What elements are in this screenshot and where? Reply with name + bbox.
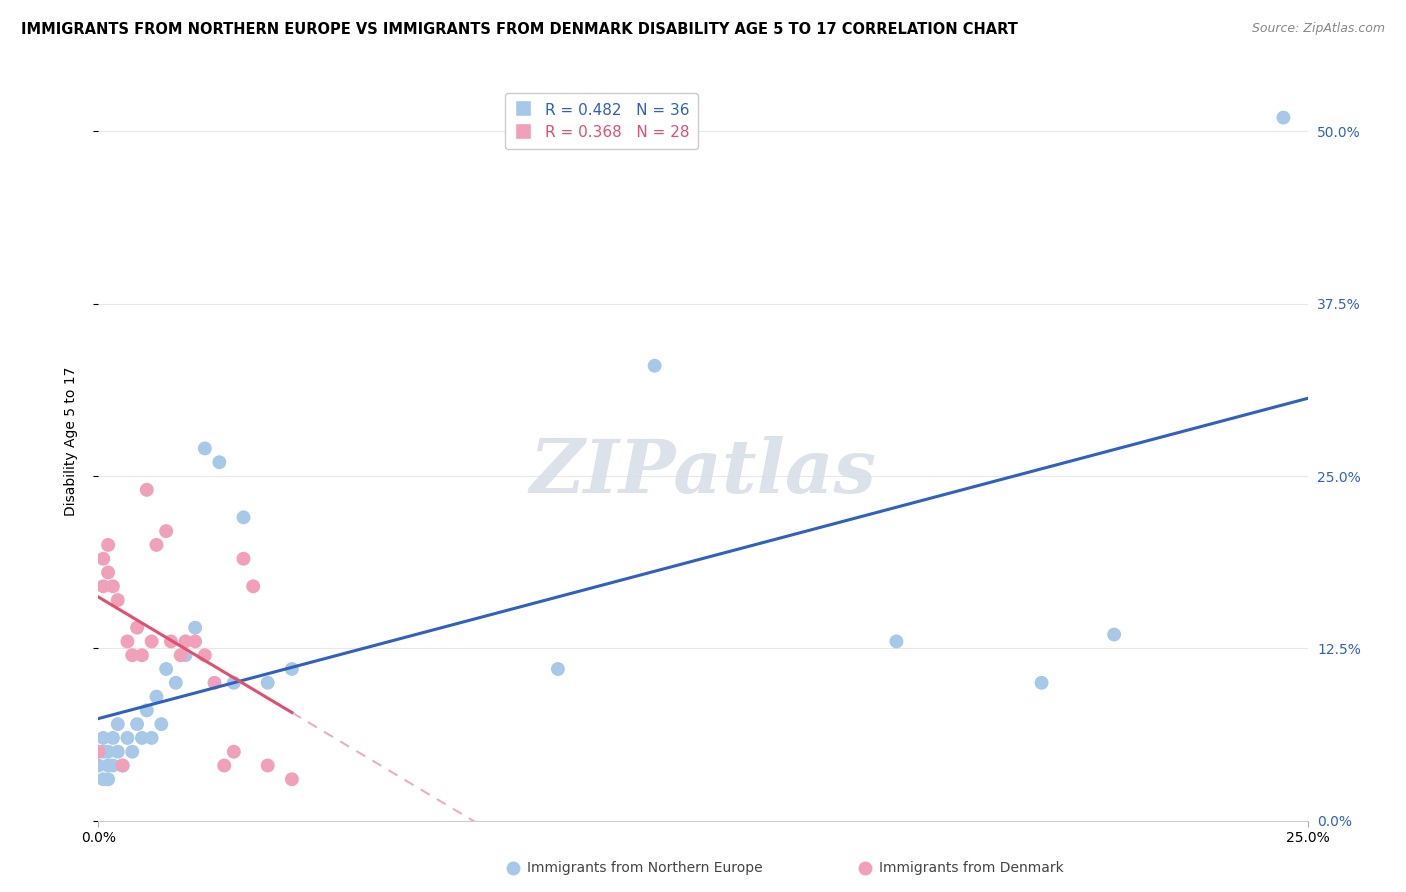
Point — [150, 717, 173, 731]
Point — [281, 772, 304, 787]
Point — [87, 758, 110, 772]
Text: Source: ZipAtlas.com: Source: ZipAtlas.com — [1251, 22, 1385, 36]
Point — [97, 758, 120, 772]
Point — [97, 538, 120, 552]
Point — [101, 579, 124, 593]
Point — [141, 731, 163, 745]
Point — [91, 731, 114, 745]
Point — [121, 648, 143, 663]
Point — [131, 648, 153, 663]
Point — [91, 579, 114, 593]
Point — [135, 703, 157, 717]
Point — [1102, 627, 1125, 641]
Point — [547, 662, 569, 676]
Point — [184, 634, 207, 648]
Point — [1272, 111, 1295, 125]
Point — [644, 359, 666, 373]
Point — [121, 745, 143, 759]
Text: Immigrants from Northern Europe: Immigrants from Northern Europe — [527, 861, 763, 875]
Y-axis label: Disability Age 5 to 17: Disability Age 5 to 17 — [63, 367, 77, 516]
Point — [242, 579, 264, 593]
Point — [886, 634, 908, 648]
Point — [222, 745, 245, 759]
Point — [91, 551, 114, 566]
Point — [145, 538, 167, 552]
Point — [141, 634, 163, 648]
Point — [97, 745, 120, 759]
Point — [127, 717, 149, 731]
Point — [1031, 675, 1053, 690]
Point — [91, 772, 114, 787]
Point — [194, 442, 217, 456]
Point — [107, 745, 129, 759]
Point — [97, 566, 120, 580]
Point — [111, 758, 134, 772]
Point — [97, 772, 120, 787]
Point — [184, 621, 207, 635]
Point — [131, 731, 153, 745]
Point — [87, 745, 110, 759]
Point — [155, 662, 177, 676]
Point — [208, 455, 231, 469]
Point — [160, 634, 183, 648]
Text: Immigrants from Denmark: Immigrants from Denmark — [879, 861, 1063, 875]
Text: IMMIGRANTS FROM NORTHERN EUROPE VS IMMIGRANTS FROM DENMARK DISABILITY AGE 5 TO 1: IMMIGRANTS FROM NORTHERN EUROPE VS IMMIG… — [21, 22, 1018, 37]
Point — [165, 675, 187, 690]
Point — [145, 690, 167, 704]
Point — [101, 758, 124, 772]
Point — [91, 745, 114, 759]
Legend: R = 0.482   N = 36, R = 0.368   N = 28: R = 0.482 N = 36, R = 0.368 N = 28 — [505, 93, 699, 149]
Point — [204, 675, 226, 690]
Point — [117, 731, 139, 745]
Text: ZIPatlas: ZIPatlas — [530, 435, 876, 508]
Point — [117, 634, 139, 648]
Point — [111, 758, 134, 772]
Point — [232, 510, 254, 524]
Point — [256, 675, 278, 690]
Point — [194, 648, 217, 663]
Point — [281, 662, 304, 676]
Point — [232, 551, 254, 566]
Point — [169, 648, 191, 663]
Point — [174, 634, 197, 648]
Point — [222, 675, 245, 690]
Point — [107, 593, 129, 607]
Point — [256, 758, 278, 772]
Point — [101, 731, 124, 745]
Point — [155, 524, 177, 538]
Point — [107, 717, 129, 731]
Point — [135, 483, 157, 497]
Point — [212, 758, 235, 772]
Point — [174, 648, 197, 663]
Point — [127, 621, 149, 635]
